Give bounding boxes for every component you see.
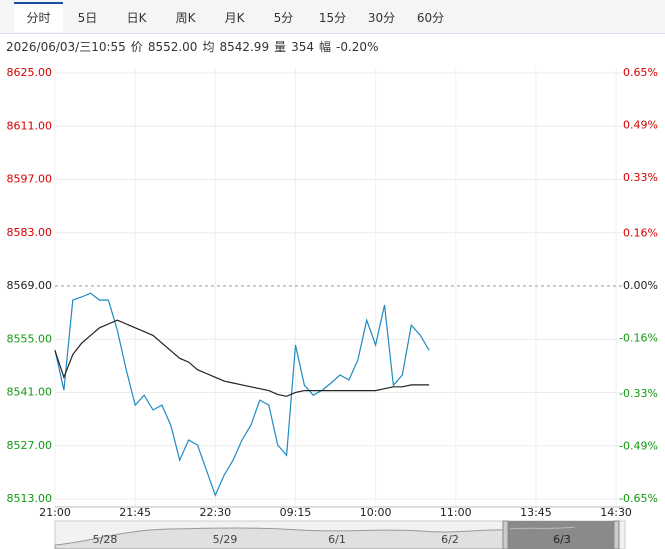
y-tick-label: 8597.00 (7, 173, 53, 186)
navigator-handle[interactable] (502, 520, 509, 549)
y-tick-label: 8583.00 (7, 226, 53, 239)
tab[interactable]: 15分 (318, 11, 347, 25)
navigator-date: 5/29 (213, 533, 238, 546)
price: 8552.00 (147, 40, 198, 54)
y-tick-label: 8555.00 (7, 332, 53, 345)
x-tick-label: 21:00 (39, 506, 71, 519)
navigator-trace (54, 527, 506, 549)
change: -0.20% (336, 40, 379, 54)
tab[interactable]: 日K (126, 11, 147, 25)
datetime: 2026/06/03/三10:55 (6, 40, 126, 54)
x-tick-label: 22:30 (199, 506, 231, 519)
y2-tick-label: 0.33% (623, 171, 658, 184)
change-label: 幅 (319, 40, 332, 54)
x-tick-label: 10:00 (360, 506, 392, 519)
y2-tick-label: -0.33% (619, 387, 658, 400)
navigator (54, 520, 626, 549)
y2-tick-label: 0.16% (623, 227, 658, 240)
tab[interactable]: 5分 (273, 11, 294, 25)
navigator-window[interactable] (507, 521, 615, 549)
tab-bar: 分时 5日 日K 周K 月K 5分 15分 30分 60分 (0, 0, 665, 34)
x-tick-label: 11:00 (440, 506, 472, 519)
navigator-date: 6/3 (553, 533, 571, 546)
x-tick-label: 14:30 (600, 506, 632, 519)
y-tick-label: 8611.00 (7, 119, 53, 132)
tab[interactable]: 月K (224, 11, 245, 25)
navigator-date: 6/1 (328, 533, 346, 546)
avg-label: 均 (202, 40, 215, 54)
info-line: 2026/06/03/三10:55 价 8552.00 均 8542.99 量 354 幅 -0… (6, 38, 383, 55)
tab[interactable]: 60分 (416, 11, 445, 25)
navigator-date: 6/2 (441, 533, 459, 546)
x-tick-label: 13:45 (520, 506, 552, 519)
volume-label: 量 (274, 40, 287, 54)
series-line (54, 319, 430, 397)
y-tick-label: 8527.00 (7, 439, 53, 452)
price-label: 价 (130, 40, 143, 54)
y2-tick-label: -0.49% (619, 440, 658, 453)
y-tick-label: 8625.00 (7, 66, 53, 79)
tab[interactable]: 周K (175, 11, 196, 25)
volume: 354 (291, 40, 314, 54)
y2-tick-label: 0.49% (623, 118, 658, 131)
y-tick-label: 8513.00 (7, 492, 53, 505)
y2-tick-label: 0.65% (623, 66, 658, 79)
navigator-date: 5/28 (93, 533, 118, 546)
series-line (54, 292, 430, 497)
y2-tick-label: -0.65% (619, 492, 658, 505)
y2-tick-label: -0.16% (619, 331, 658, 344)
y2-tick-label: 0.00% (623, 279, 658, 292)
tab[interactable]: 分时 (14, 2, 63, 32)
tab[interactable]: 30分 (367, 11, 396, 25)
y-tick-label: 8541.00 (7, 386, 53, 399)
navigator-trace (509, 526, 576, 530)
x-tick-label: 09:15 (280, 506, 312, 519)
navigator-handle[interactable] (613, 520, 620, 549)
avg: 8542.99 (219, 40, 270, 54)
x-tick-label: 21:45 (119, 506, 151, 519)
y-tick-label: 8569.00 (7, 279, 53, 292)
tab[interactable]: 5日 (77, 11, 98, 25)
